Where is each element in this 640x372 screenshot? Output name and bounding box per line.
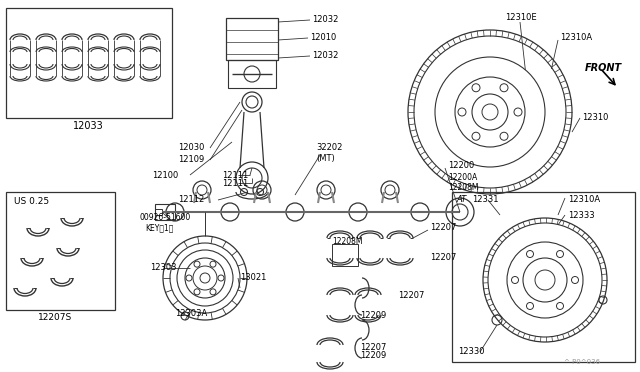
Text: 12112: 12112 bbox=[178, 196, 204, 205]
Text: 12303: 12303 bbox=[150, 263, 177, 273]
Text: 12209: 12209 bbox=[360, 350, 387, 359]
Bar bbox=[226, 18, 278, 60]
Bar bbox=[6, 8, 172, 118]
Text: 12207: 12207 bbox=[398, 291, 424, 299]
Text: 12208M: 12208M bbox=[448, 183, 479, 192]
Text: 12331: 12331 bbox=[472, 196, 499, 205]
Text: US 0.25: US 0.25 bbox=[14, 198, 49, 206]
Text: 12330: 12330 bbox=[458, 347, 484, 356]
Text: FRONT: FRONT bbox=[585, 63, 622, 73]
Text: KEY（1）: KEY（1） bbox=[145, 224, 173, 232]
Bar bbox=[228, 60, 276, 88]
Bar bbox=[332, 244, 358, 266]
Text: 12333: 12333 bbox=[568, 211, 595, 219]
Text: 12032: 12032 bbox=[312, 51, 339, 61]
Text: 32202: 32202 bbox=[316, 144, 342, 153]
Text: 12209: 12209 bbox=[360, 311, 387, 320]
Bar bbox=[155, 209, 162, 215]
Text: 12111: 12111 bbox=[222, 170, 248, 180]
Text: 12208M: 12208M bbox=[332, 237, 362, 247]
Text: 12310A: 12310A bbox=[560, 33, 592, 42]
Text: 12310A: 12310A bbox=[568, 196, 600, 205]
Text: 12303A: 12303A bbox=[175, 308, 207, 317]
Text: 12109: 12109 bbox=[178, 155, 204, 164]
Text: 12207S: 12207S bbox=[38, 314, 72, 323]
Text: AT: AT bbox=[456, 196, 467, 205]
Text: 12200: 12200 bbox=[448, 160, 474, 170]
Bar bbox=[452, 192, 635, 362]
Text: 12111: 12111 bbox=[222, 179, 248, 187]
Text: 13021: 13021 bbox=[240, 273, 266, 282]
Text: 12207: 12207 bbox=[360, 343, 387, 353]
Text: 12200A: 12200A bbox=[448, 173, 477, 183]
Text: 12100: 12100 bbox=[152, 170, 179, 180]
Text: 12010: 12010 bbox=[310, 33, 336, 42]
Text: 12207: 12207 bbox=[430, 253, 456, 263]
Text: 12033: 12033 bbox=[72, 121, 104, 131]
Text: 12207: 12207 bbox=[430, 224, 456, 232]
Text: 00926-51600: 00926-51600 bbox=[140, 214, 191, 222]
Bar bbox=[6, 192, 115, 310]
Text: 12310: 12310 bbox=[582, 113, 609, 122]
Text: 12030: 12030 bbox=[178, 144, 204, 153]
Text: 12032: 12032 bbox=[312, 16, 339, 25]
Text: 12310E: 12310E bbox=[505, 13, 536, 22]
Text: (MT): (MT) bbox=[316, 154, 335, 163]
Text: ^ P0^036: ^ P0^036 bbox=[564, 359, 600, 365]
Bar bbox=[155, 204, 175, 220]
